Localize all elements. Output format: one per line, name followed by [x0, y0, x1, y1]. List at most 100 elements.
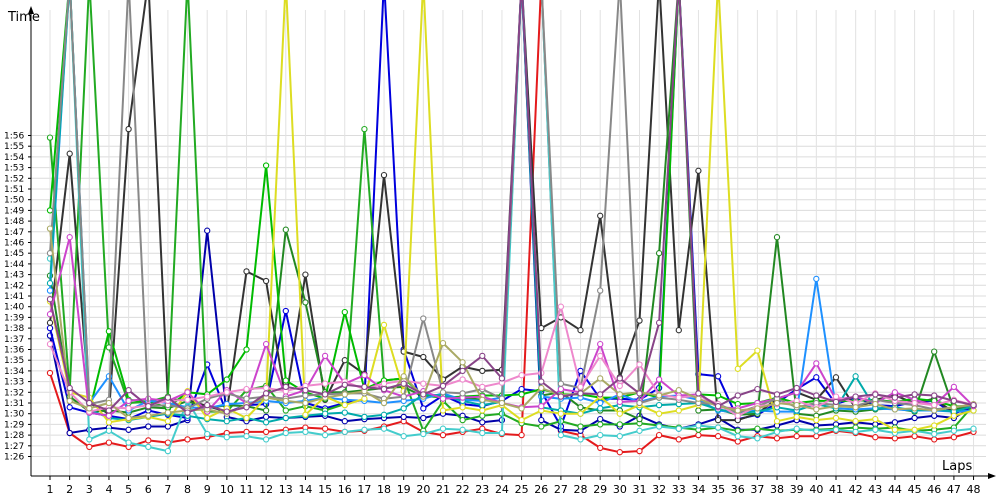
data-point — [950, 397, 958, 405]
x-tick-label: 42 — [849, 483, 863, 496]
y-tick-label: 1:28 — [4, 431, 24, 441]
data-point — [931, 392, 938, 399]
data-point — [223, 408, 230, 415]
data-point — [400, 393, 407, 400]
data-point — [655, 319, 663, 326]
data-point — [243, 414, 250, 422]
data-point — [204, 393, 211, 400]
y-tick-label: 1:35 — [4, 356, 24, 366]
series-line — [49, 0, 974, 454]
data-point — [872, 400, 879, 408]
y-tick-label: 1:41 — [4, 292, 24, 302]
data-point — [105, 328, 113, 335]
x-tick-label: 18 — [377, 483, 391, 496]
data-point — [675, 327, 682, 334]
y-tick-label: 1:51 — [4, 185, 24, 195]
data-point — [832, 414, 840, 422]
x-tick-label: 24 — [495, 483, 509, 496]
data-point — [911, 426, 918, 433]
data-point — [714, 373, 722, 380]
data-point — [204, 227, 211, 234]
data-point — [577, 423, 584, 430]
data-point — [911, 433, 918, 440]
data-point — [931, 436, 938, 443]
x-tick-label: 25 — [515, 483, 529, 496]
data-point — [597, 415, 604, 423]
data-point — [773, 391, 781, 398]
y-tick-labels: 1:261:271:281:291:301:311:321:331:341:35… — [4, 132, 31, 463]
data-point — [950, 412, 958, 419]
y-tick-label: 1:49 — [4, 206, 24, 216]
data-point — [282, 307, 289, 315]
data-point — [616, 449, 623, 456]
data-point — [911, 399, 918, 407]
data-point — [243, 385, 250, 393]
data-point — [479, 401, 486, 409]
x-tick-label: 15 — [318, 483, 332, 496]
data-point — [832, 374, 840, 381]
data-point — [380, 399, 388, 407]
data-point — [262, 390, 270, 397]
data-point — [361, 413, 368, 421]
data-point — [931, 430, 938, 438]
data-point — [616, 391, 623, 398]
data-point — [262, 162, 270, 169]
y-tick-label: 1:27 — [4, 442, 24, 452]
data-point — [184, 409, 191, 416]
series-line — [49, 0, 974, 453]
data-point — [498, 375, 506, 382]
data-point — [302, 392, 309, 399]
data-point — [86, 436, 93, 443]
data-point — [243, 433, 250, 440]
data-point — [380, 321, 388, 329]
data-point — [105, 427, 113, 434]
data-point — [125, 426, 132, 433]
data-point — [282, 414, 289, 422]
data-point — [636, 390, 643, 397]
data-point — [262, 413, 270, 421]
data-point — [459, 404, 466, 411]
data-point — [46, 340, 54, 348]
data-point — [302, 428, 309, 436]
data-point — [380, 425, 388, 432]
data-point — [145, 412, 152, 419]
x-tick-label: 36 — [731, 483, 745, 496]
data-point — [321, 431, 329, 439]
data-point — [46, 225, 54, 232]
x-tick-label: 21 — [436, 483, 450, 496]
data-point — [793, 401, 800, 409]
data-point — [125, 439, 132, 446]
series-12 — [46, 234, 977, 419]
data-point — [597, 391, 604, 398]
data-point — [223, 376, 230, 383]
x-tick-label: 34 — [691, 483, 705, 496]
x-tick-label: 13 — [279, 483, 293, 496]
data-point — [105, 439, 113, 446]
data-point — [852, 393, 859, 400]
data-point — [439, 407, 447, 414]
y-tick-label: 1:50 — [4, 196, 24, 206]
data-point — [223, 389, 230, 396]
series-line — [49, 228, 974, 419]
data-point — [734, 433, 741, 440]
series-16 — [46, 0, 977, 416]
data-point — [891, 426, 899, 433]
data-point — [911, 405, 918, 412]
data-point — [950, 404, 958, 411]
data-point — [361, 426, 368, 433]
data-point — [380, 380, 388, 387]
data-point — [400, 380, 407, 387]
data-point — [243, 395, 250, 402]
data-point — [282, 407, 289, 414]
data-point — [852, 418, 859, 425]
data-point — [832, 398, 840, 406]
x-axis-title: Laps — [942, 459, 972, 474]
data-point — [773, 435, 781, 442]
x-tick-label: 46 — [927, 483, 941, 496]
data-point — [538, 416, 545, 424]
data-point — [557, 431, 565, 439]
data-point — [557, 410, 565, 417]
y-tick-label: 1:46 — [4, 239, 24, 249]
data-point — [400, 405, 407, 412]
